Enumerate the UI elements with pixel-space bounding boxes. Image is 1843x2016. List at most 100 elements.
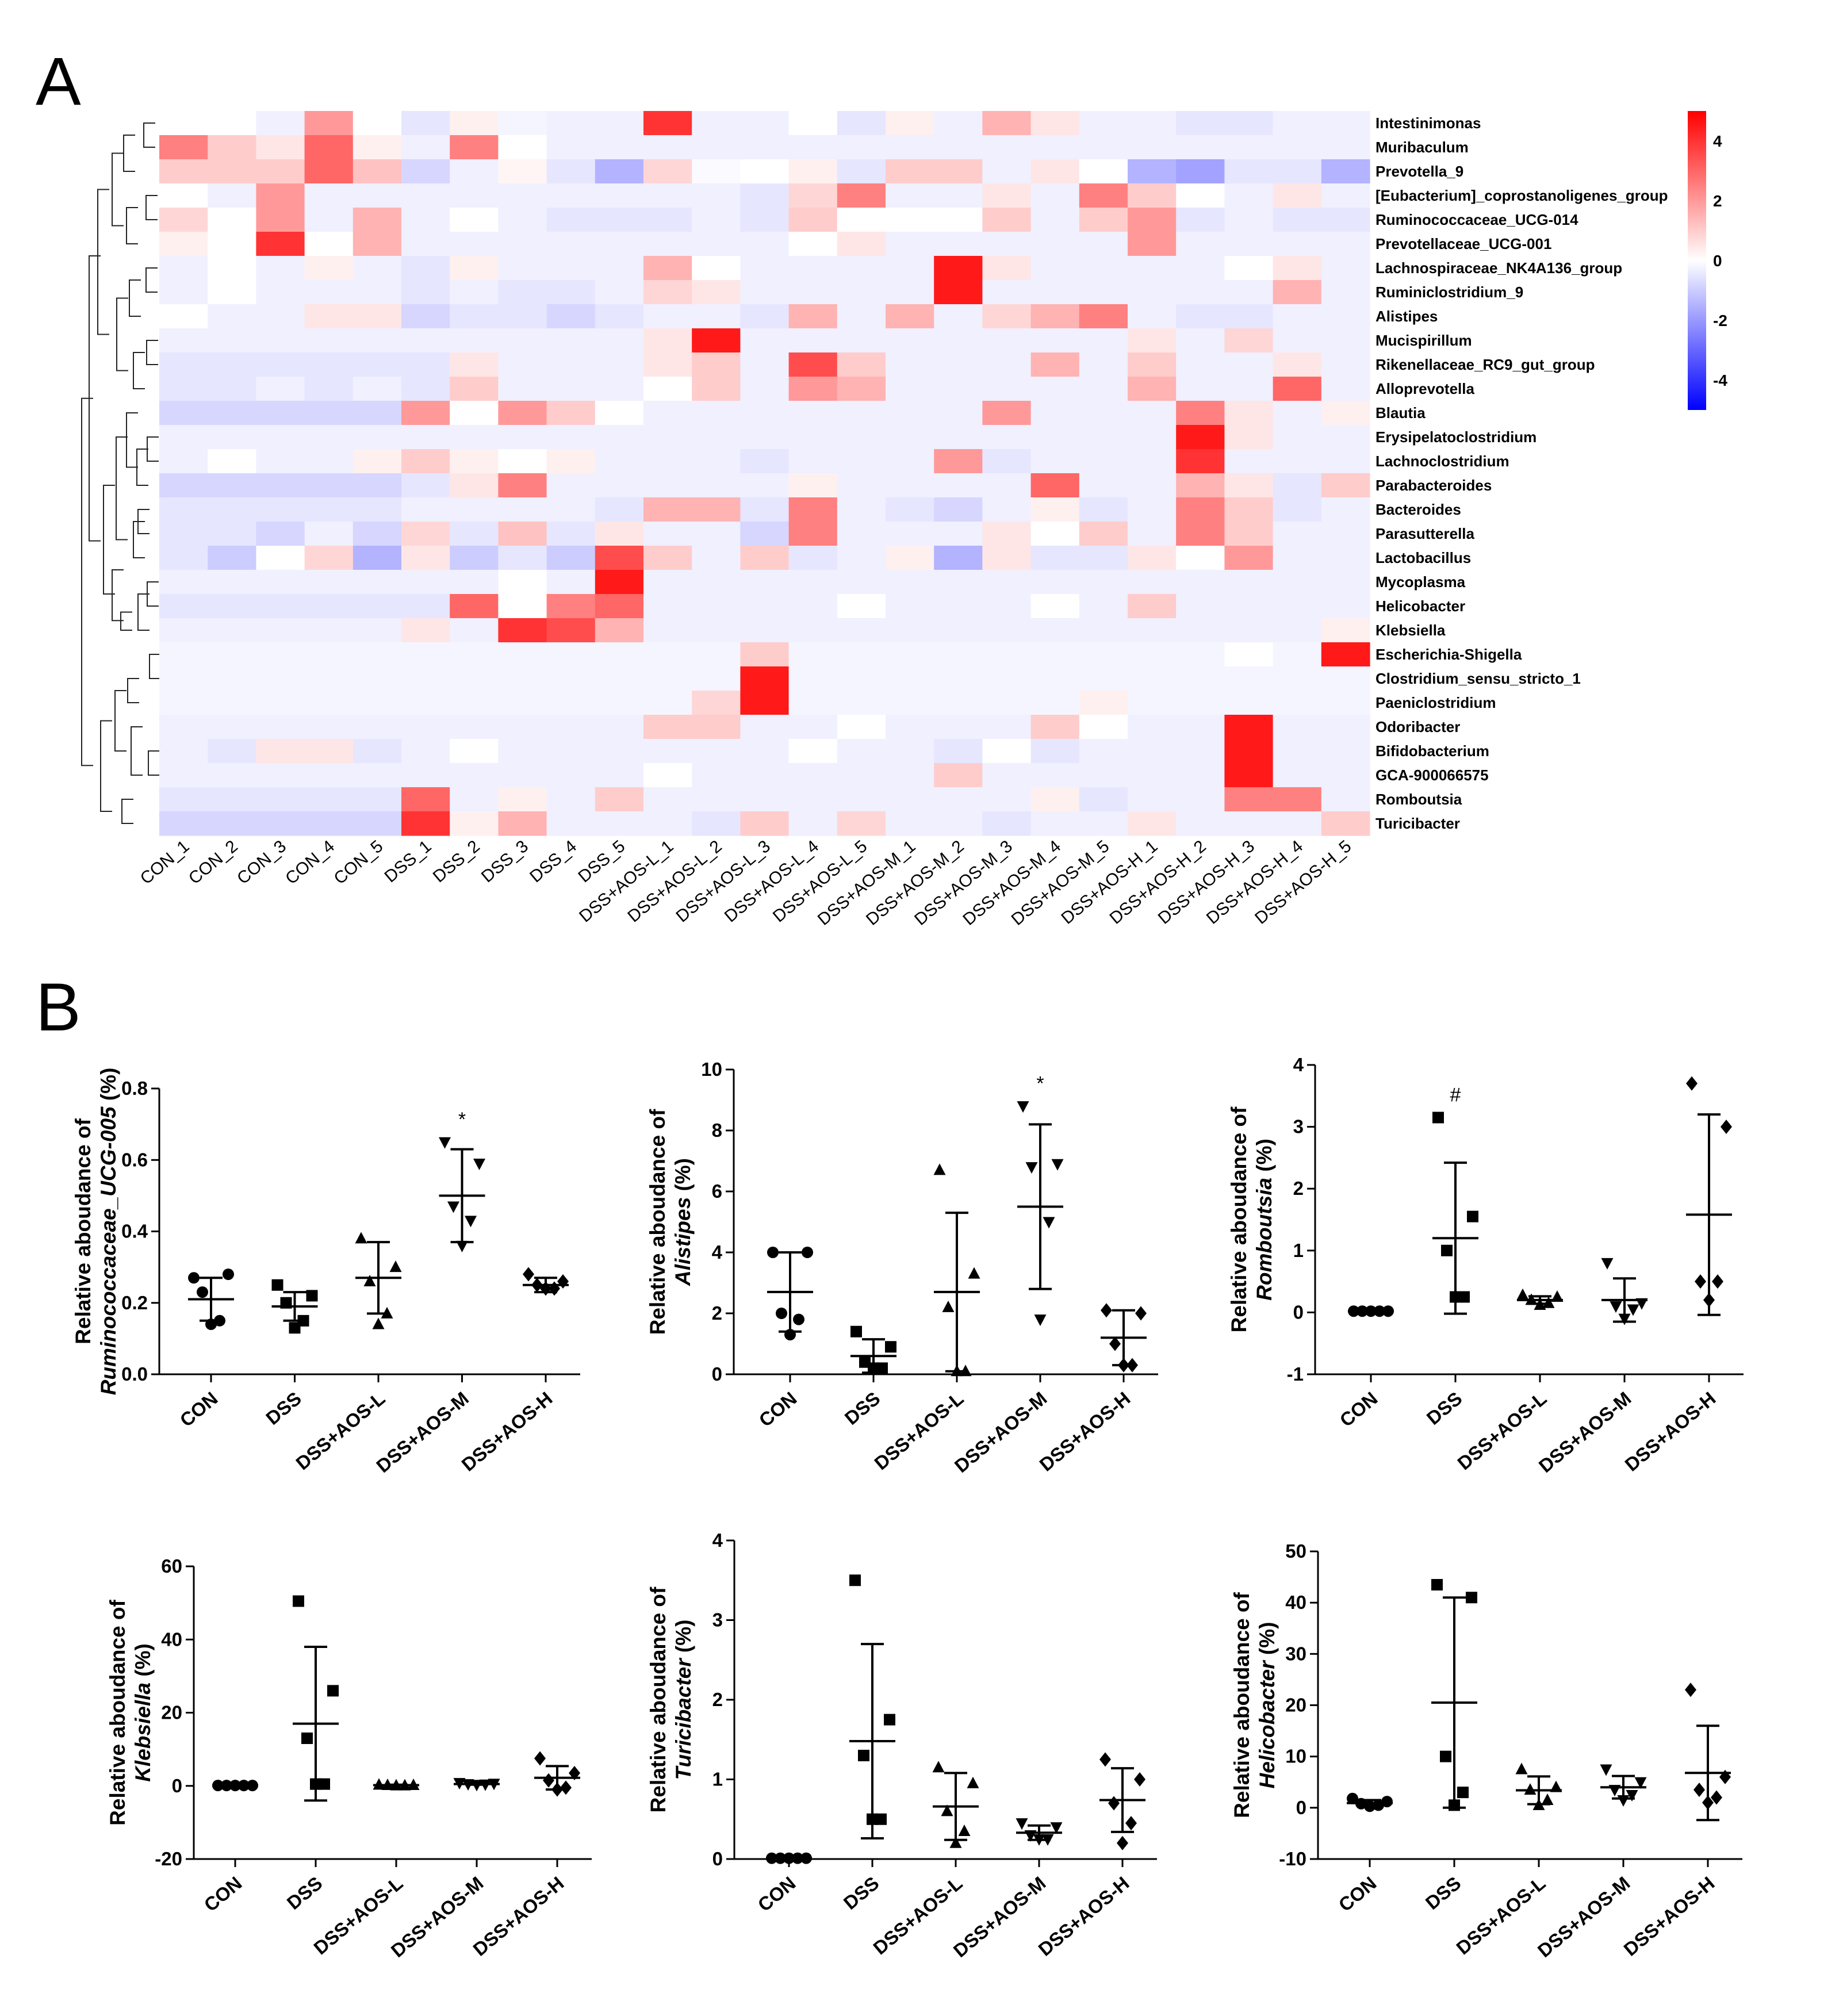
data-point [933, 1163, 946, 1175]
x-category-label: DSS+AOS-H [458, 1388, 557, 1475]
y-axis-label-line1: Relative aboudance of [71, 1118, 95, 1344]
heatmap-cell [934, 135, 983, 160]
heatmap-cell [595, 691, 644, 715]
heatmap-cell [837, 691, 886, 715]
heatmap-cell [401, 352, 450, 377]
heatmap-cell [450, 691, 499, 715]
heatmap-cell [1079, 135, 1128, 160]
heatmap-cell [837, 594, 886, 619]
heatmap-cell [643, 594, 692, 619]
heatmap-row-label: Prevotellaceae_UCG-001 [1375, 235, 1551, 252]
heatmap-cell [498, 811, 547, 836]
heatmap-cell [1273, 135, 1322, 160]
heatmap-cell [982, 304, 1032, 329]
heatmap-cell [401, 787, 450, 812]
heatmap-cell [546, 377, 596, 401]
heatmap-cell [1079, 352, 1128, 377]
dendrogram-branch [112, 152, 124, 227]
y-tick-label: -20 [155, 1848, 182, 1869]
heatmap-cell [546, 691, 596, 715]
plot-romboutsia: -1 0 1 2 3 4 Relative aboudance ofRomboutsia (… [1227, 1054, 1744, 1477]
y-tick-label: 20 [1285, 1695, 1306, 1716]
plot-alistipes: 0 2 4 6 8 10 Relative aboudance ofAlistipes (%… [646, 1059, 1158, 1477]
heatmap-cell [450, 618, 499, 643]
heatmap-row-label: Intestinimonas [1375, 114, 1481, 132]
data-point [1635, 1298, 1648, 1310]
data-point [1626, 1790, 1638, 1802]
heatmap-cell [1030, 232, 1080, 256]
y-tick-label: 30 [1285, 1643, 1306, 1664]
heatmap-cell [352, 183, 402, 208]
heatmap-cell [208, 739, 256, 764]
heatmap-cell [692, 280, 741, 305]
y-axis-label-taxon: Ruminococcaceae_UCG-005 [97, 1106, 120, 1395]
heatmap-cell [1224, 497, 1274, 522]
heatmap-cell [692, 691, 741, 715]
heatmap-cell [595, 666, 644, 691]
data-point [557, 1274, 569, 1289]
x-category-label: DSS+AOS-M [951, 1388, 1051, 1477]
heatmap-cell [159, 449, 208, 474]
heatmap-cell [352, 763, 402, 788]
heatmap-cell [934, 570, 983, 595]
heatmap-cell [595, 570, 644, 595]
heatmap-cell [546, 280, 596, 305]
data-point [1516, 1288, 1529, 1300]
heatmap-cell [159, 522, 208, 546]
heatmap-cell [352, 594, 402, 619]
heatmap-cell [1224, 618, 1274, 643]
heatmap-cell [692, 183, 741, 208]
heatmap-cell [1273, 449, 1322, 474]
heatmap-cell [256, 449, 305, 474]
dendrogram-branch [103, 485, 115, 595]
heatmap-cell [1273, 666, 1322, 691]
heatmap-cell [208, 691, 256, 715]
heatmap-cell [1321, 522, 1370, 546]
heatmap-cell [1273, 111, 1322, 136]
heatmap-cell [450, 377, 499, 401]
heatmap-row-label: Muribaculum [1375, 139, 1469, 156]
heatmap-cell [1079, 256, 1128, 281]
heatmap-cell [1079, 473, 1128, 498]
heatmap-cell [837, 546, 886, 570]
heatmap-cell [498, 787, 547, 812]
heatmap-cell [352, 618, 402, 643]
heatmap-cell [1273, 570, 1322, 595]
heatmap-cell [208, 642, 256, 667]
heatmap-cell [982, 618, 1032, 643]
heatmap-cell [886, 208, 934, 232]
heatmap-cell [1030, 280, 1080, 305]
heatmap-cell [546, 522, 596, 546]
heatmap-cell [1030, 642, 1080, 667]
heatmap-cell [1321, 570, 1370, 595]
heatmap-cell [498, 328, 547, 353]
heatmap-cell [837, 811, 886, 836]
heatmap-cell [546, 594, 596, 619]
heatmap-cell [1321, 401, 1370, 426]
heatmap-cell [256, 763, 305, 788]
data-point [372, 1317, 385, 1329]
heatmap-cell [837, 352, 886, 377]
heatmap-cell [450, 232, 499, 256]
dendrogram-branch [97, 189, 109, 335]
heatmap-row-label: Alistipes [1375, 308, 1438, 325]
heatmap-cell [788, 401, 838, 426]
data-point [867, 1813, 878, 1825]
heatmap-cell [352, 570, 402, 595]
y-axis-label: Relative aboudance ofKlebsiella (%) [106, 1599, 155, 1825]
y-tick-label: -1 [1287, 1363, 1304, 1385]
heatmap-cell [740, 135, 790, 160]
heatmap-cell [1176, 352, 1225, 377]
heatmap-cell [1079, 811, 1128, 836]
y-tick-label: 0.6 [121, 1149, 148, 1170]
heatmap-cell [1321, 352, 1370, 377]
heatmap-cell [546, 304, 596, 329]
heatmap-cell [304, 328, 354, 353]
heatmap-cell [788, 377, 838, 401]
heatmap-cell [498, 425, 547, 450]
heatmap-cell [450, 183, 499, 208]
heatmap-cell [256, 594, 305, 619]
heatmap-cell [1224, 232, 1274, 256]
heatmap-cell [256, 811, 305, 836]
heatmap-cell [740, 570, 790, 595]
